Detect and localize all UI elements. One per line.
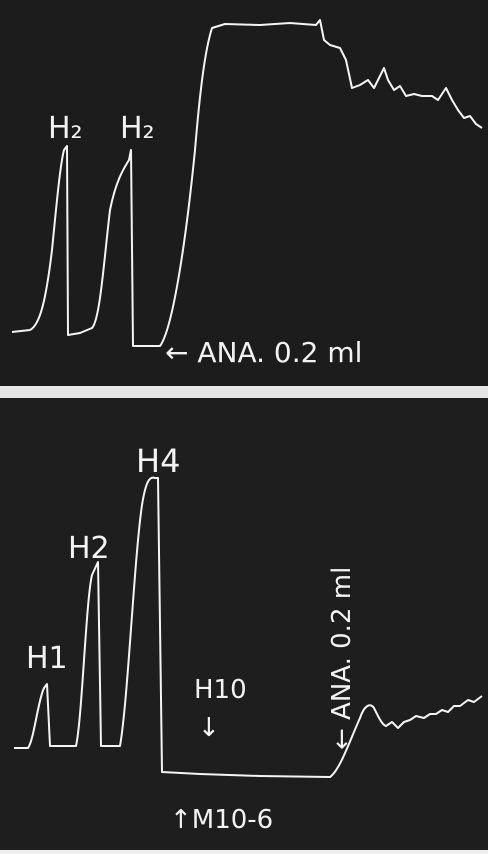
peak-label: H2	[68, 531, 110, 566]
marker: ↓	[198, 713, 220, 743]
annotation: ← ANA. 0.2 ml	[165, 336, 362, 369]
figure: H₂ H₂ ← ANA. 0.2 ml H1 H2 H4 H10 ↓ ← ANA…	[0, 0, 488, 850]
peak-label: H1	[26, 641, 68, 676]
agent-label: ↑M10-6	[170, 805, 273, 835]
peak-label: H10	[194, 675, 247, 705]
top-panel	[0, 0, 488, 386]
annotation: ← ANA. 0.2 ml	[327, 567, 357, 750]
peak-label: H4	[136, 442, 180, 480]
peak-label: H₂	[48, 111, 83, 146]
bottom-panel	[0, 398, 488, 850]
panel-separator	[0, 386, 488, 398]
peak-label: H₂	[120, 111, 155, 146]
